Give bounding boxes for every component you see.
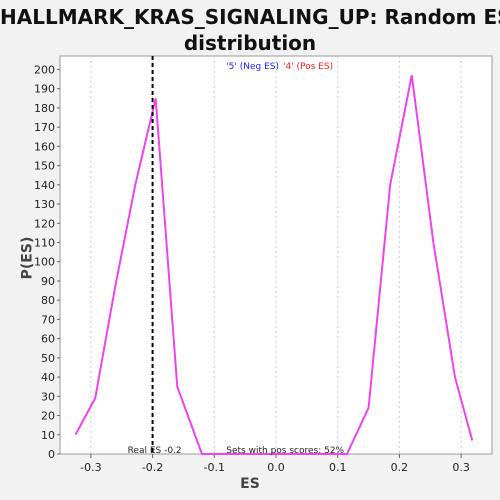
- x-axis-label: ES: [240, 476, 260, 492]
- x-tick-label: 0.1: [329, 461, 347, 474]
- pos-scores-label: Sets with pos scores: 52%: [226, 446, 344, 456]
- y-tick-label: 100: [34, 256, 55, 269]
- y-tick-label: 90: [41, 275, 55, 288]
- chart-title-line-2: distribution: [183, 31, 317, 55]
- y-tick-label: 80: [41, 294, 55, 307]
- chart-title: HALLMARK_KRAS_SIGNALING_UP: Random ES di…: [0, 4, 500, 56]
- y-tick-label: 120: [34, 217, 55, 230]
- y-tick-label: 60: [41, 333, 55, 346]
- y-tick-label: 0: [48, 448, 55, 461]
- x-tick-label: 0.0: [267, 461, 285, 474]
- series-group: [74, 75, 474, 455]
- y-tick-label: 10: [41, 429, 55, 442]
- x-tick-label: 0.3: [452, 461, 470, 474]
- legend-pos-label: '4' (Pos ES): [283, 62, 333, 72]
- y-tick-label: 70: [41, 313, 55, 326]
- real-es-label: Real ES -0.2: [128, 446, 182, 456]
- x-tick-label: -0.3: [80, 461, 101, 474]
- y-tick-label: 110: [34, 237, 55, 250]
- chart-title-line-1: HALLMARK_KRAS_SIGNALING_UP: Random ES: [0, 5, 500, 29]
- legend-neg-label: '5' (Neg ES): [226, 62, 279, 72]
- series-line: [74, 75, 474, 455]
- plot-background: [59, 55, 493, 455]
- y-tick-label: 190: [34, 83, 55, 96]
- y-tick-label: 200: [34, 63, 55, 76]
- y-tick-label: 130: [34, 198, 55, 211]
- y-tick-label: 50: [41, 352, 55, 365]
- y-tick-label: 30: [41, 390, 55, 403]
- y-tick-label: 150: [34, 160, 55, 173]
- x-tick-label: 0.2: [391, 461, 409, 474]
- y-tick-label: 140: [34, 179, 55, 192]
- x-axis-ticks: -0.3 -0.2 -0.1 0.0 0.1 0.2 0.3: [80, 454, 470, 474]
- y-tick-label: 160: [34, 140, 55, 153]
- y-tick-label: 40: [41, 371, 55, 384]
- legend: '5' (Neg ES) '4' (Pos ES): [226, 62, 333, 72]
- y-tick-label: 170: [34, 121, 55, 134]
- y-tick-label: 20: [41, 410, 55, 423]
- y-tick-label: 180: [34, 102, 55, 115]
- annotations: Real ES -0.2 Sets with pos scores: 52%: [128, 446, 345, 456]
- x-tick-label: -0.2: [142, 461, 163, 474]
- x-tick-label: -0.1: [204, 461, 225, 474]
- y-axis-ticks: 0 10 20 30 40 50 60 70 80 90 100 110 120 130 140 150 160…: [34, 63, 60, 461]
